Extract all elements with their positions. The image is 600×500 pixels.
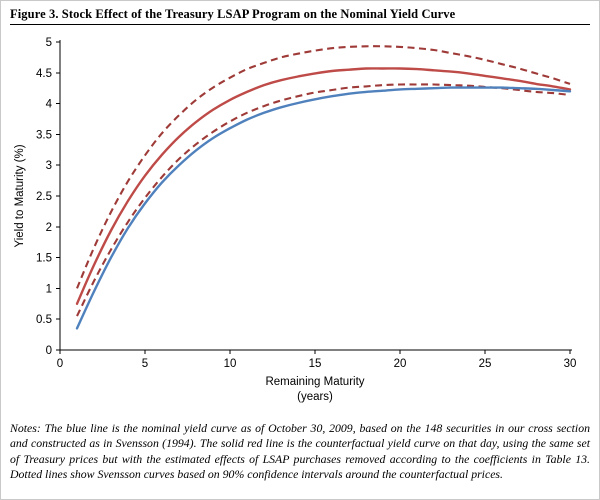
title-divider xyxy=(10,24,590,25)
tick-label: 10 xyxy=(224,358,237,370)
tick-label: 4.5 xyxy=(36,68,52,80)
tick-label: 2.5 xyxy=(36,191,52,203)
tick-label: 25 xyxy=(479,358,492,370)
tick-label: 3.5 xyxy=(36,129,52,141)
x-axis-sublabel: (years) xyxy=(297,391,333,403)
y-axis-label: Yield to Maturity (%) xyxy=(14,144,26,247)
tick-label: 15 xyxy=(309,358,322,370)
tick-label: 0 xyxy=(46,345,52,357)
axes xyxy=(56,40,572,354)
series-line-1 xyxy=(75,67,572,305)
tick-label: 4 xyxy=(46,99,53,111)
tick-label: 1 xyxy=(46,283,52,295)
tick-label: 5 xyxy=(46,37,52,49)
tick-label: 20 xyxy=(394,358,407,370)
tick-label: 5 xyxy=(142,358,148,370)
tick-label: 0 xyxy=(57,358,63,370)
figure-title: Figure 3. Stock Effect of the Treasury L… xyxy=(10,7,456,21)
series-line-0 xyxy=(75,86,572,330)
chart-canvas: 0 0.5 1 1.5 2 2.5 3 3.5 4 4.5 5 0 5 10 15 20 25 30 Remaini… xyxy=(14,37,577,403)
tick-label: 0.5 xyxy=(36,314,52,326)
x-axis-label: Remaining Maturity xyxy=(265,376,364,388)
tick-label: 30 xyxy=(564,358,577,370)
figure-notes: Notes: The blue line is the nominal yiel… xyxy=(10,421,590,481)
series-line-3 xyxy=(76,83,571,317)
series-line-2 xyxy=(76,45,571,289)
tick-label: 3 xyxy=(46,160,52,172)
tick-label: 2 xyxy=(46,222,52,234)
tick-label: 1.5 xyxy=(36,253,52,265)
yield-curve-chart: 0 0.5 1 1.5 2 2.5 3 3.5 4 4.5 5 0 5 10 15 20 25 30 Remaini… xyxy=(10,26,590,418)
